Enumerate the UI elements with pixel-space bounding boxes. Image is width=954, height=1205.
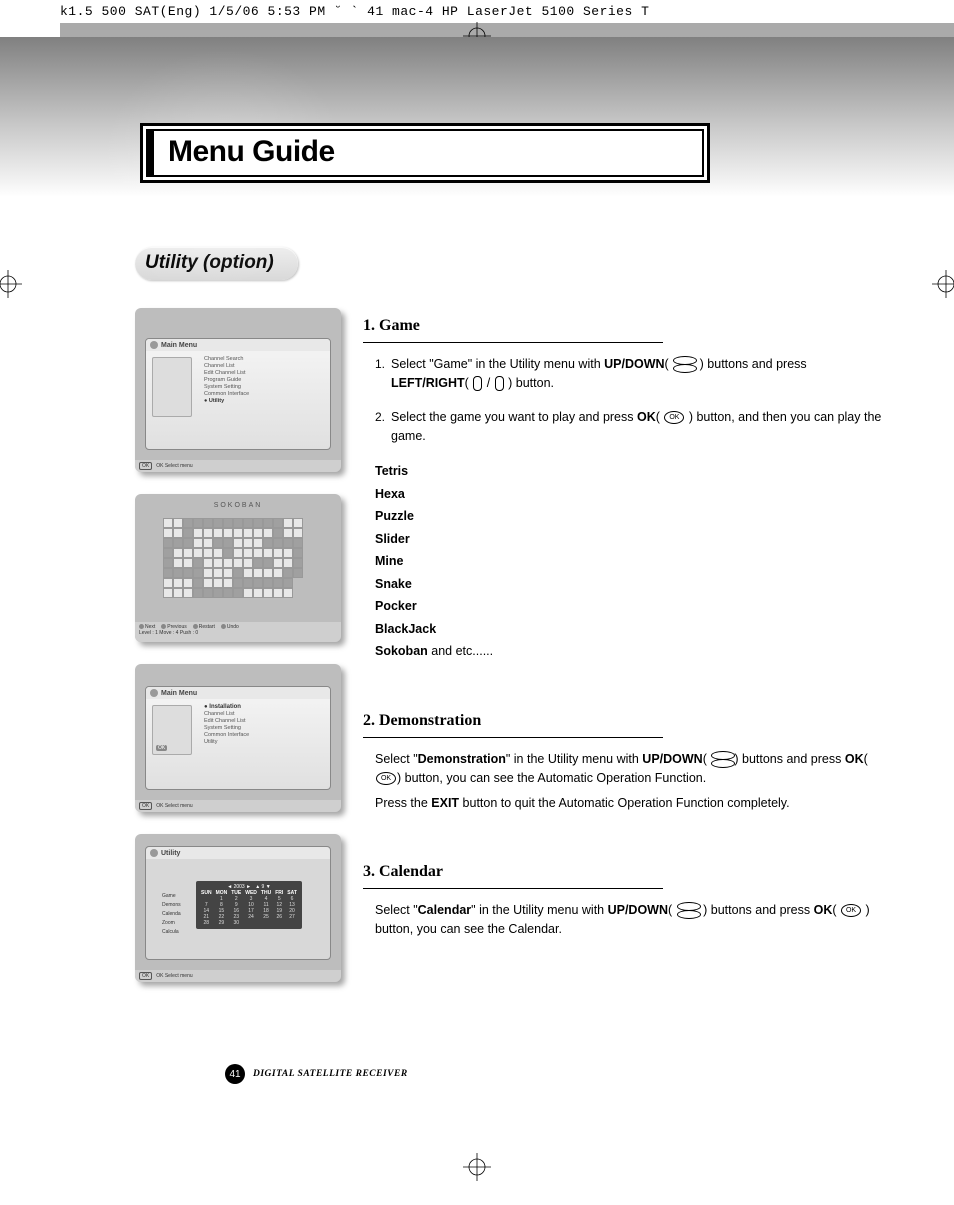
section-game: 1. Game 1. Select "Game" in the Utility … bbox=[363, 308, 884, 663]
ok-icon: OK bbox=[841, 904, 861, 917]
menu-icon-tile: OK bbox=[152, 705, 192, 755]
menu-item-list: ● Installation Channel ListEdit Channel … bbox=[198, 699, 255, 761]
page-title-box: Menu Guide bbox=[140, 123, 710, 183]
registration-mark-bottom bbox=[463, 1153, 491, 1181]
page-title: Menu Guide bbox=[146, 129, 704, 177]
screenshot-calendar: Utility GameDemonsCalendaZoomCalcula ◄ 2… bbox=[135, 834, 341, 982]
left-icon bbox=[473, 376, 482, 391]
window-title: Main Menu bbox=[161, 342, 197, 349]
section-heading: 2. Demonstration bbox=[363, 709, 663, 738]
menu-item-highlight: Installation bbox=[209, 704, 241, 710]
help-text: OK Select menu bbox=[156, 803, 192, 809]
menu-icon-tile bbox=[152, 357, 192, 417]
window-title: Utility bbox=[161, 850, 180, 857]
hero-gradient: Menu Guide bbox=[0, 37, 954, 197]
ok-badge: OK bbox=[139, 802, 152, 810]
ok-badge: OK bbox=[139, 462, 152, 470]
help-bar: OK OK Select menu bbox=[135, 970, 341, 982]
ok-badge: OK bbox=[156, 745, 167, 751]
step-body: Select "Game" in the Utility menu with U… bbox=[391, 355, 884, 394]
calendar-table: SUNMONTUEWEDTHUFRISAT1234567891011121314… bbox=[199, 890, 299, 926]
right-icon bbox=[495, 376, 504, 391]
screenshot-main-menu: Main Menu Channel SearchChannel ListEdit… bbox=[135, 308, 341, 472]
print-meta-header: k1.5 500 SAT(Eng) 1/5/06 5:53 PM ˘ ` 41 … bbox=[0, 0, 954, 23]
help-bar: OK OK Select menu bbox=[135, 800, 341, 812]
screenshot-column: Main Menu Channel SearchChannel ListEdit… bbox=[135, 308, 341, 1004]
games-list: TetrisHexaPuzzleSliderMineSnakePockerBla… bbox=[363, 460, 884, 663]
calendar-para: Select "Calendar" in the Utility menu wi… bbox=[363, 901, 884, 940]
body-text-column: 1. Game 1. Select "Game" in the Utility … bbox=[363, 308, 884, 1004]
step-2: 2. Select the game you want to play and … bbox=[363, 408, 884, 447]
demo-para-2: Press the EXIT button to quit the Automa… bbox=[363, 794, 884, 813]
section-demonstration: 2. Demonstration Select "Demonstration" … bbox=[363, 703, 884, 814]
help-bar: OK OK Select menu bbox=[135, 460, 341, 472]
footer-label: DIGITAL SATELLITE RECEIVER bbox=[253, 1069, 408, 1079]
step-body: Select the game you want to play and pre… bbox=[391, 408, 884, 447]
sokoban-status: Level : 1 Move : 4 Push : 0 bbox=[139, 630, 198, 636]
updown-icon bbox=[677, 903, 699, 918]
window-icon bbox=[150, 689, 158, 697]
page-number: 41 bbox=[225, 1064, 245, 1084]
calendar-panel: ◄ 2003 ► ▲ 9 ▼ SUNMONTUEWEDTHUFRISAT1234… bbox=[196, 881, 302, 929]
help-text: OK Select menu bbox=[156, 463, 192, 469]
updown-icon bbox=[711, 752, 733, 767]
ok-icon: OK bbox=[376, 772, 396, 785]
window-icon bbox=[150, 849, 158, 857]
gray-band bbox=[60, 23, 954, 37]
registration-mark-left bbox=[0, 270, 22, 298]
registration-mark-right bbox=[932, 270, 954, 298]
page-footer: 41 DIGITAL SATELLITE RECEIVER bbox=[135, 1064, 884, 1084]
utility-sidebar: GameDemonsCalendaZoomCalcula bbox=[160, 891, 192, 937]
window-title: Main Menu bbox=[161, 690, 197, 697]
ok-badge: OK bbox=[139, 972, 152, 980]
sokoban-grid bbox=[163, 518, 313, 610]
step-number: 2. bbox=[375, 408, 391, 447]
sokoban-help-bar: NextPreviousRestartUndo Level : 1 Move :… bbox=[135, 622, 341, 642]
help-text: OK Select menu bbox=[156, 973, 192, 979]
screenshot-installation: Main Menu OK ● Installation Channel List… bbox=[135, 664, 341, 812]
menu-item-list: Channel SearchChannel ListEdit Channel L… bbox=[198, 351, 255, 423]
step-number: 1. bbox=[375, 355, 391, 394]
section-heading: 3. Calendar bbox=[363, 860, 663, 889]
updown-icon bbox=[673, 357, 695, 372]
demo-para-1: Select "Demonstration" in the Utility me… bbox=[363, 750, 884, 789]
screenshot-sokoban: SOKOBAN NextPreviousRestartUndo Level : … bbox=[135, 494, 341, 642]
sokoban-title: SOKOBAN bbox=[135, 502, 341, 509]
window-icon bbox=[150, 341, 158, 349]
section-heading: 1. Game bbox=[363, 314, 663, 343]
ok-icon: OK bbox=[664, 411, 684, 424]
section-calendar: 3. Calendar Select "Calendar" in the Uti… bbox=[363, 854, 884, 940]
step-1: 1. Select "Game" in the Utility menu wit… bbox=[363, 355, 884, 394]
